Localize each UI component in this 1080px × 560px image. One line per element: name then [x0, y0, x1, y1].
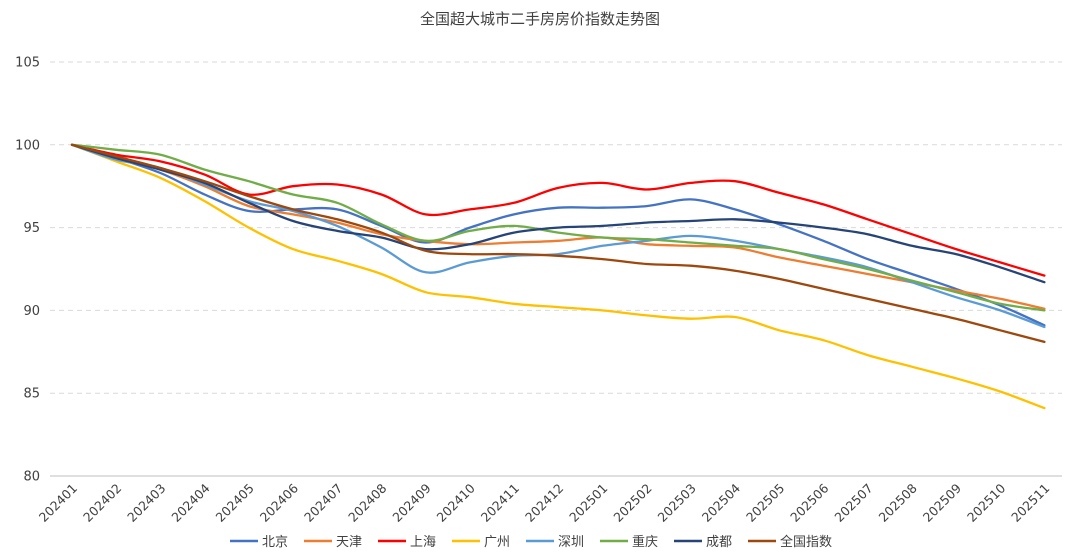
- legend-label: 北京: [262, 535, 288, 550]
- y-tick-label: 95: [23, 221, 40, 236]
- x-tick-label: 202404: [168, 480, 212, 524]
- series-line-4: [70, 143, 1046, 410]
- series-line-2: [70, 143, 1046, 310]
- x-tick-label: 202412: [522, 481, 566, 525]
- x-tick-label: 202506: [787, 480, 831, 524]
- x-tick-label: 202503: [655, 481, 699, 525]
- legend-label: 成都: [706, 535, 732, 550]
- y-tick-label: 100: [15, 138, 40, 153]
- x-tick-label: 202511: [1008, 481, 1052, 525]
- x-tick-label: 202401: [36, 481, 80, 525]
- x-tick-label: 202505: [743, 481, 787, 525]
- y-tick-label: 80: [23, 470, 40, 485]
- legend-label: 深圳: [558, 535, 584, 550]
- x-tick-label: 202501: [566, 481, 610, 525]
- x-tick-label: 202409: [389, 480, 433, 524]
- x-tick-label: 202502: [610, 481, 654, 525]
- x-tick-label: 202508: [876, 480, 920, 524]
- x-tick-label: 202407: [301, 481, 345, 525]
- x-tick-label: 202403: [124, 481, 168, 525]
- x-tick-label: 202410: [434, 480, 478, 524]
- x-tick-label: 202411: [478, 481, 522, 525]
- x-tick-label: 202406: [257, 480, 301, 524]
- chart-title: 全国超大城市二手房房价指数走势图: [420, 10, 660, 28]
- series-line-6: [70, 143, 1046, 312]
- x-tick-label: 202510: [964, 480, 1008, 524]
- series-line-1: [70, 143, 1046, 327]
- legend-label: 广州: [484, 535, 510, 550]
- x-tick-label: 202507: [831, 481, 875, 525]
- x-tick-label: 202405: [213, 481, 257, 525]
- x-tick-label: 202509: [920, 480, 964, 524]
- legend-label: 上海: [410, 535, 436, 550]
- series-line-8: [70, 143, 1046, 344]
- legend-label: 天津: [336, 535, 362, 550]
- x-tick-label: 202402: [80, 481, 124, 525]
- x-tick-label: 202408: [345, 480, 389, 524]
- y-tick-label: 85: [23, 387, 40, 402]
- x-tick-label: 202504: [699, 480, 743, 524]
- series-line-3: [70, 143, 1046, 277]
- y-tick-label: 105: [15, 56, 40, 71]
- y-tick-label: 90: [23, 304, 40, 319]
- legend-label: 全国指数: [780, 534, 832, 550]
- series-line-7: [70, 143, 1046, 284]
- legend-label: 重庆: [632, 534, 658, 550]
